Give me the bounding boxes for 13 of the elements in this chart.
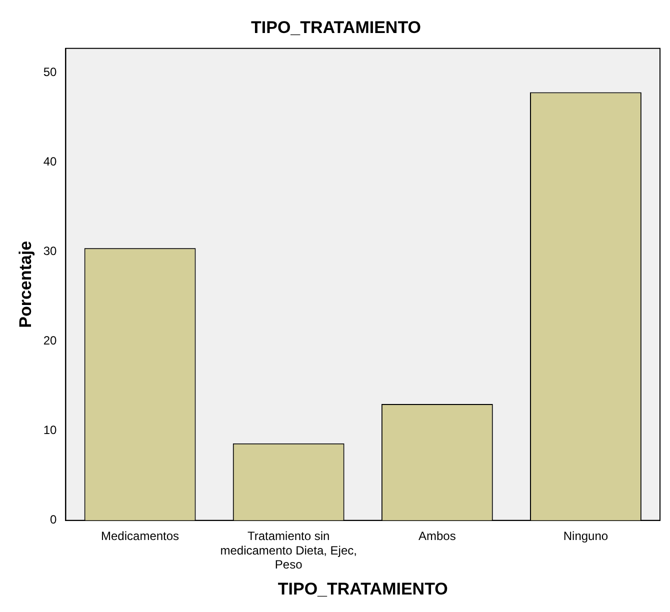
x-tick-label: Ambos <box>418 528 456 543</box>
x-tick-label: Tratamiento sin medicamento Dieta, Ejec, Peso <box>220 528 357 572</box>
y-axis-title: Porcentaje <box>16 240 35 328</box>
y-tick-label: 20 <box>43 334 58 348</box>
y-tick-label: 30 <box>43 244 58 258</box>
x-tick-label: Medicamentos <box>101 528 180 543</box>
y-tick-label: 40 <box>43 154 58 168</box>
chart-title: TIPO_TRATAMIENTO <box>251 18 421 37</box>
y-tick-label: 50 <box>43 64 58 79</box>
x-tick-label: Ninguno <box>563 528 608 543</box>
y-tick-label: 10 <box>43 423 58 438</box>
x-axis-title: TIPO_TRATAMIENTO <box>278 579 448 598</box>
y-tick-label: 0 <box>50 512 58 527</box>
